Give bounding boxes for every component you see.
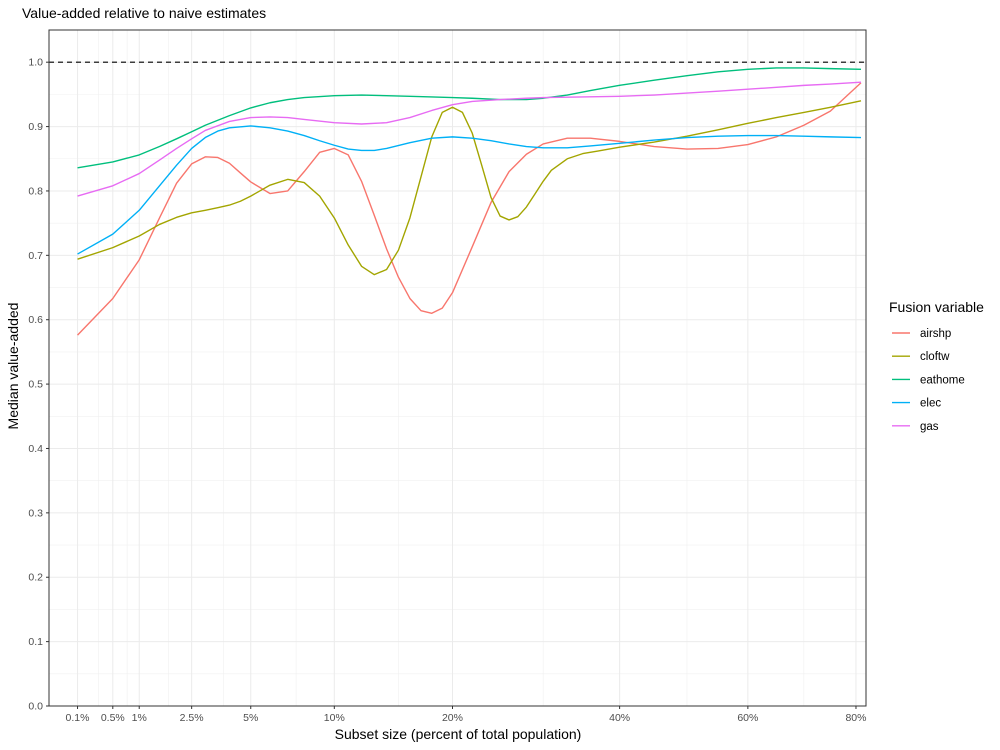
x-tick-label: 20% [442,712,463,724]
y-tick-label: 0.7 [28,250,43,262]
series-line-cloftw [77,100,862,276]
y-axis-title: Median value-added [5,303,21,430]
x-tick-label: 1% [132,712,147,724]
legend-label-gas: gas [920,421,939,433]
plot-panel [49,30,866,706]
legend-label-cloftw: cloftw [920,351,950,363]
x-tick-label: 5% [243,712,258,724]
legend-label-airshp: airshp [920,328,951,340]
series-line-airshp [77,82,862,336]
y-tick-label: 0.2 [28,572,43,584]
legend-title: Fusion variable [889,299,984,315]
y-tick-label: 0.0 [28,701,43,713]
legend: Fusion variable airshp cloftw eathome elec g… [889,299,984,433]
y-tick-label: 0.4 [28,443,43,455]
x-tick-label: 60% [737,712,758,724]
x-axis-title: Subset size (percent of total population… [335,726,582,742]
y-tick-label: 1.0 [28,57,43,69]
x-tick-label: 10% [324,712,345,724]
y-tick-label: 0.8 [28,185,43,197]
x-tick-label: 80% [845,712,866,724]
y-axis-ticks: 0.0 0.1 0.2 0.3 0.4 0.5 0.6 0.7 0.8 0.9 1.0 [28,57,49,713]
series-line-eathome [77,67,862,169]
x-tick-label: 2.5% [180,712,204,724]
legend-label-elec: elec [920,398,941,410]
x-tick-label: 0.5% [101,712,125,724]
x-tick-label: 40% [609,712,630,724]
y-tick-label: 0.3 [28,507,43,519]
series-line-elec [77,125,862,255]
y-tick-label: 0.6 [28,314,43,326]
x-tick-label: 0.1% [66,712,90,724]
y-tick-label: 0.5 [28,379,43,391]
series-lines [77,67,862,336]
y-tick-label: 0.1 [28,636,43,648]
series-line-gas [77,81,862,197]
legend-label-eathome: eathome [920,374,965,386]
x-axis-ticks: 0.1% 0.5% 1% 2.5% 5% 10% 20% 40% 60% 80% [66,706,866,724]
plot-border [48,29,867,707]
y-tick-label: 0.9 [28,121,43,133]
chart-title: Value-added relative to naive estimates [22,5,266,21]
grid-minor [49,30,866,706]
